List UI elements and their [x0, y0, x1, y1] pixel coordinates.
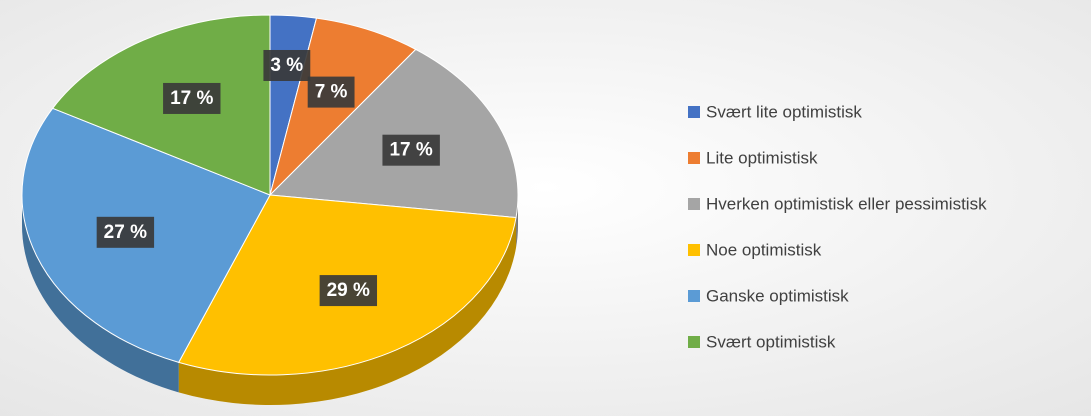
value-label-box: [96, 216, 155, 248]
legend-label: Svært optimistisk: [706, 332, 836, 351]
value-label: 27 %: [104, 222, 147, 243]
value-label-box: [163, 82, 221, 114]
legend-swatch: [688, 336, 700, 348]
pie-slice: [268, 48, 519, 219]
pie-slice: [51, 14, 271, 196]
legend-label: Lite optimistisk: [706, 148, 818, 167]
legend-swatch: [688, 290, 700, 302]
pie-side-shade: [178, 217, 517, 405]
legend-swatch: [688, 198, 700, 210]
legend-swatch: [688, 106, 700, 118]
legend-label: Ganske optimistisk: [706, 286, 849, 305]
value-label-box: [382, 134, 440, 166]
value-label-box: [263, 49, 311, 81]
value-label: 3 %: [270, 55, 303, 76]
legend-swatch: [688, 244, 700, 256]
legend-label: Hverken optimistisk eller pessimistisk: [706, 194, 987, 213]
pie-sides: [22, 195, 518, 405]
value-label-box: [307, 76, 355, 108]
legend-swatch: [688, 152, 700, 164]
legend-label: Noe optimistisk: [706, 240, 822, 259]
pie-side: [22, 195, 179, 393]
value-label: 17 %: [170, 88, 213, 109]
legend: Svært lite optimistisk Lite optimistisk Hv…: [688, 102, 987, 351]
legend-label: Svært lite optimistisk: [706, 102, 862, 121]
value-label: 29 %: [327, 280, 370, 301]
pie-side-shade: [22, 195, 179, 393]
value-label: 17 %: [389, 140, 432, 161]
pie-side: [178, 217, 517, 405]
value-label: 7 %: [315, 82, 348, 103]
value-label-box: [319, 275, 378, 307]
value-labels: 3 % 7 % 17 % 29 % 27 % 17 %: [96, 49, 440, 307]
